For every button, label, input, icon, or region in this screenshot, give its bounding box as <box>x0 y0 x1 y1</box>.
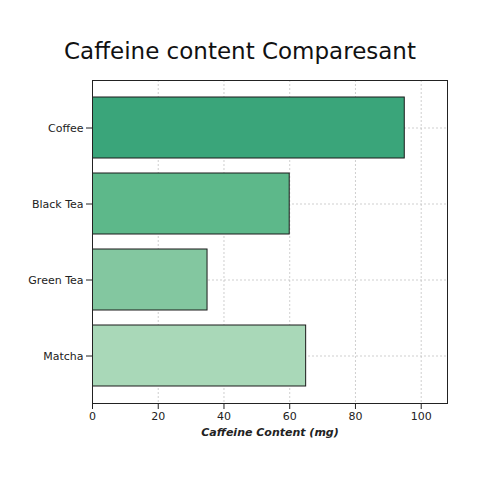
svg-text:60: 60 <box>283 410 297 423</box>
svg-text:Black Tea: Black Tea <box>32 198 84 211</box>
svg-text:100: 100 <box>411 410 432 423</box>
svg-text:Coffee: Coffee <box>48 122 84 135</box>
svg-text:Caffeine Content (mg): Caffeine Content (mg) <box>201 426 339 439</box>
svg-text:20: 20 <box>151 410 165 423</box>
html-text:Caffeine content Comparesant: Caffeine content Comparesant <box>64 38 416 64</box>
svg-text:Matcha: Matcha <box>43 350 83 363</box>
svg-text:40: 40 <box>217 410 231 423</box>
svg-text:80: 80 <box>348 410 362 423</box>
svg-text:Green Tea: Green Tea <box>28 274 83 287</box>
svg-text:0: 0 <box>89 410 96 423</box>
